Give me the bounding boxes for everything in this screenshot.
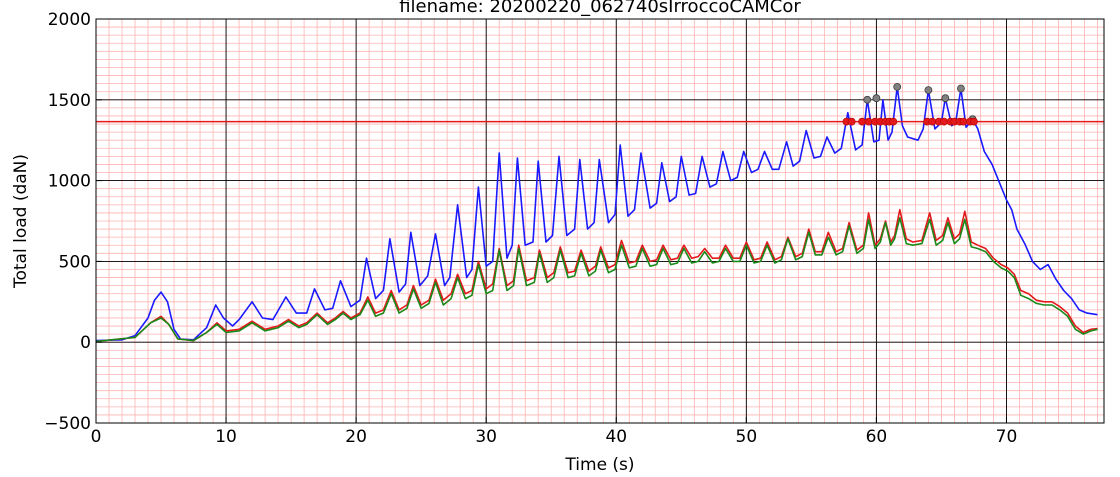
peak-marker <box>924 86 933 95</box>
threshold-crossing-marker <box>940 117 948 126</box>
plot-frame <box>95 18 1105 424</box>
peak-marker <box>863 95 872 104</box>
series-line-3 <box>95 217 1098 343</box>
threshold-crossing-marker <box>889 117 898 126</box>
peak-marker <box>893 82 902 91</box>
threshold-crossing-marker <box>858 117 866 126</box>
x-tick-label: 0 <box>91 427 102 447</box>
peak-marker <box>957 84 965 93</box>
x-tick-label: 40 <box>605 427 627 447</box>
x-tick-label: 50 <box>736 427 758 447</box>
y-tick-label: 2000 <box>48 10 91 30</box>
x-axis-title: Time (s) <box>564 455 634 475</box>
y-tick-label: 1000 <box>48 172 91 192</box>
x-tick-label: 60 <box>866 427 888 447</box>
peak-marker <box>872 94 881 103</box>
y-axis-title: Total load (daN) <box>11 154 31 289</box>
threshold-crossing-marker <box>959 117 968 126</box>
threshold-crossing-marker <box>864 117 873 126</box>
series-line-1 <box>95 86 1098 342</box>
peak-marker <box>941 94 950 103</box>
x-tick-label: 20 <box>345 427 367 447</box>
marker-layer <box>842 82 978 126</box>
y-tick-label: 0 <box>80 333 91 353</box>
y-tick-label: 500 <box>59 252 91 272</box>
x-tick-label: 10 <box>215 427 237 447</box>
x-tick-label: 70 <box>996 427 1018 447</box>
series-line-2 <box>95 208 1098 343</box>
y-tick-label: −500 <box>44 414 91 434</box>
threshold-crossing-marker <box>928 117 937 126</box>
series-layer <box>95 86 1098 343</box>
minor-grid <box>95 18 1104 424</box>
threshold-crossing-marker <box>847 117 856 126</box>
y-tick-label: 1500 <box>48 91 91 111</box>
x-tick-label: 30 <box>475 427 497 447</box>
chart-title: filename: 20200220_062740sIrroccoCAMCor <box>399 0 801 17</box>
threshold-crossing-marker <box>970 117 978 126</box>
